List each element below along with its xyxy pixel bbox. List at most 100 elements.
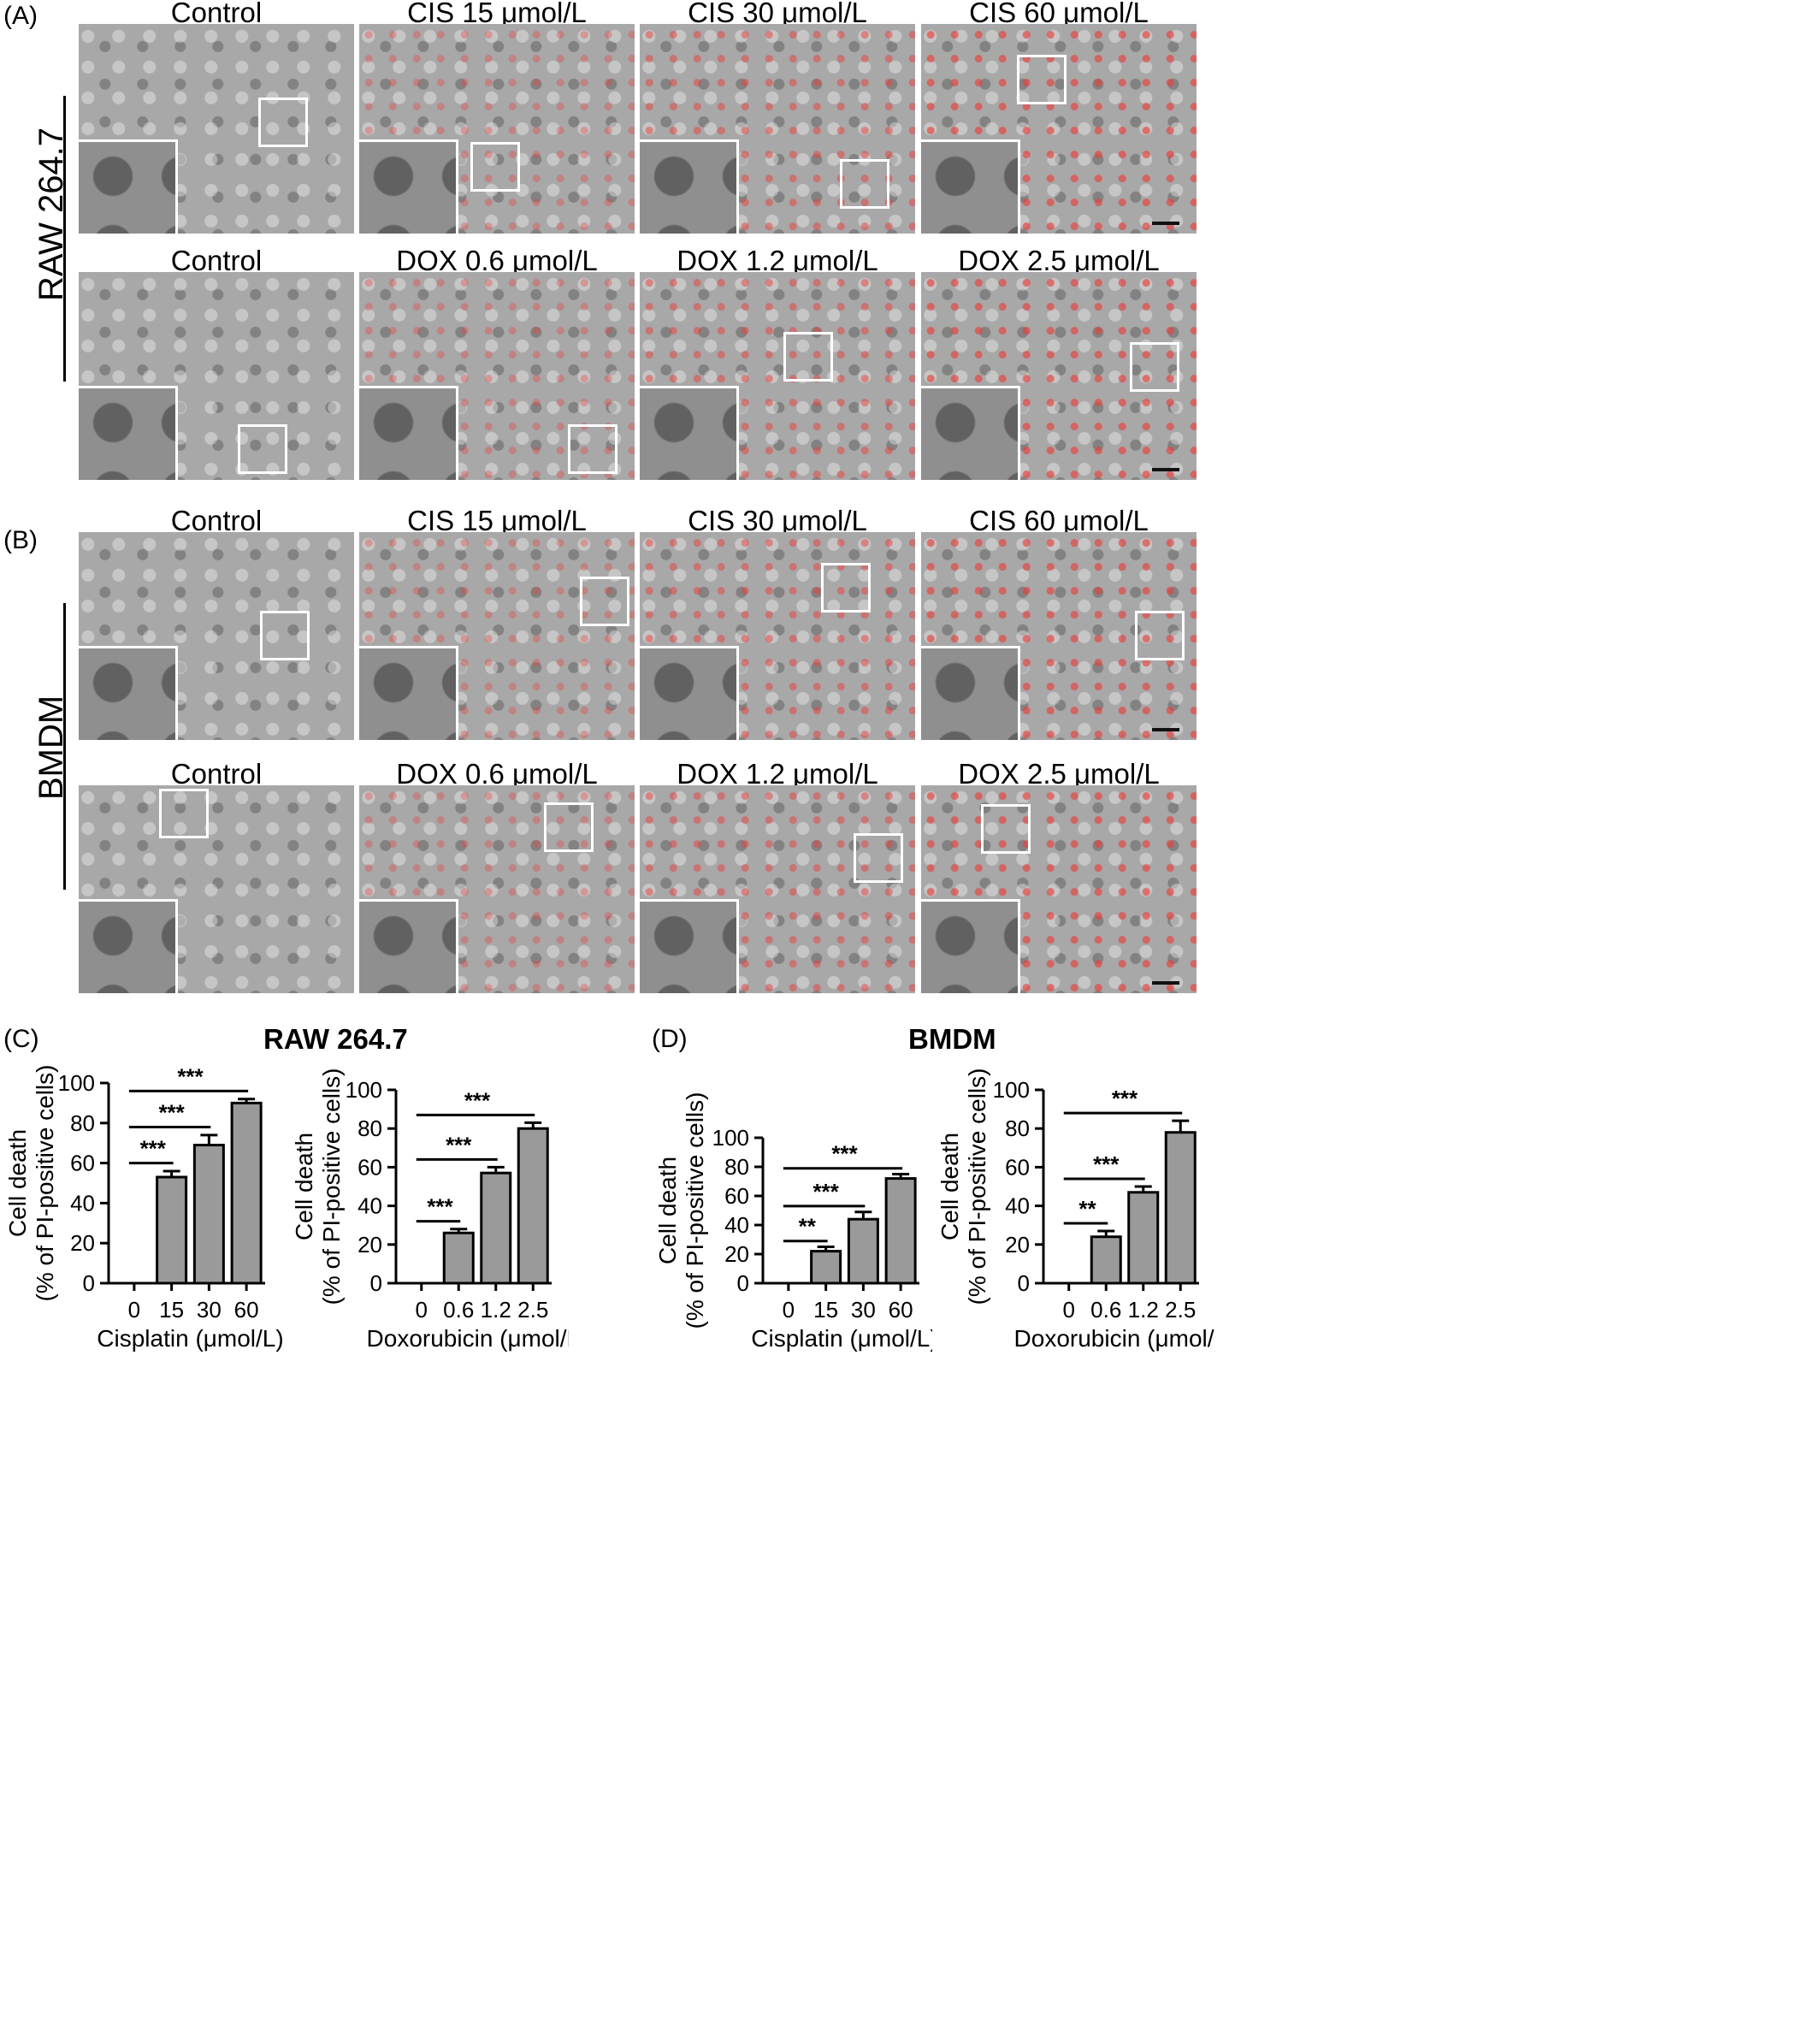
condition-title: DOX 2.5 μmol/L [958, 758, 1160, 790]
condition-title: DOX 2.5 μmol/L [958, 245, 1160, 276]
roi-box [1130, 342, 1179, 392]
roi-box [580, 577, 629, 626]
condition-title: CIS 15 μmol/L [407, 0, 587, 28]
bar [230, 1101, 263, 1285]
panel-d-title: BMDM [908, 1023, 996, 1055]
bar [480, 1171, 512, 1285]
condition-title: CIS 15 μmol/L [407, 505, 587, 536]
cell-line-bracket-a [63, 96, 66, 382]
zoom-inset [79, 139, 178, 234]
x-tick-label: 15 [813, 1297, 838, 1323]
x-tick-label: 0.6 [1090, 1297, 1121, 1323]
condition-title: Control [170, 245, 263, 276]
bar [1090, 1235, 1122, 1285]
y-tick-label: 100 [712, 1125, 749, 1151]
significance-label: *** [158, 1099, 185, 1125]
y-tick-label: 20 [70, 1230, 95, 1256]
micrograph-image [921, 24, 1197, 234]
y-axis-label: (% of PI-positive cells) [964, 1068, 990, 1305]
micrograph-image [921, 532, 1197, 740]
x-axis-label: Doxorubicin (μmol/L) [1014, 1325, 1214, 1352]
cell-line-label-b: BMDM [32, 695, 70, 800]
micrograph-image [359, 272, 635, 480]
zoom-inset [640, 646, 739, 740]
significance-label: *** [427, 1194, 453, 1220]
y-tick-label: 60 [724, 1183, 749, 1209]
x-tick-label: 2.5 [517, 1297, 548, 1323]
micrograph-image [79, 272, 354, 480]
micrograph-image [79, 532, 354, 740]
roi-box [854, 833, 903, 883]
y-tick-label: 20 [358, 1232, 382, 1258]
zoom-inset [640, 139, 739, 234]
roi-box [470, 142, 520, 192]
x-tick-label: 30 [197, 1297, 222, 1323]
y-axis-label: Cell death [291, 1133, 317, 1240]
bar-chart-raw-cisplatin: 0 20 40 60 80 100 0 15 30 60 *** *** *** Cisplatin (μ… [4, 1063, 284, 1352]
y-tick-label: 20 [724, 1241, 749, 1267]
significance-label: *** [464, 1087, 491, 1113]
x-tick-label: 30 [851, 1297, 876, 1323]
micrograph-image [640, 785, 915, 993]
x-tick-label: 0 [416, 1297, 428, 1323]
panel-letter-a: (A) [3, 2, 38, 30]
micrograph-image [79, 24, 354, 234]
roi-box [238, 424, 287, 474]
y-tick-label: 100 [346, 1077, 382, 1103]
zoom-inset [921, 386, 1020, 480]
zoom-inset [921, 139, 1020, 234]
x-axis-label: Doxorubicin (μmol/L) [367, 1325, 569, 1352]
bar [517, 1127, 549, 1285]
micrograph-image [359, 532, 635, 740]
significance-label: ** [1078, 1196, 1096, 1222]
zoom-inset [359, 899, 458, 993]
x-tick-label: 2.5 [1165, 1297, 1196, 1323]
bar-chart-raw-doxorubicin: 0 20 40 60 80 100 0 0.6 1.2 2.5 *** *** *** Doxorubic… [291, 1068, 569, 1352]
significance-label: *** [446, 1132, 472, 1157]
significance-label: *** [177, 1063, 204, 1089]
micrograph-image [79, 785, 354, 993]
y-axis-label: Cell death [4, 1129, 31, 1237]
y-tick-label: 80 [358, 1116, 382, 1141]
roi-box [568, 424, 618, 474]
micrograph-image [640, 532, 915, 740]
y-axis-label: (% of PI-positive cells) [682, 1092, 708, 1329]
condition-title: DOX 0.6 μmol/L [396, 245, 598, 276]
zoom-inset [640, 899, 739, 993]
micrograph-image [640, 24, 915, 234]
y-axis-label: Cell death [654, 1157, 681, 1264]
bar [156, 1175, 188, 1285]
panel-letter-b: (B) [3, 526, 38, 554]
y-tick-label: 40 [70, 1190, 95, 1216]
y-tick-label: 0 [1018, 1270, 1030, 1296]
roi-box [981, 804, 1031, 854]
micrograph-image [359, 785, 635, 993]
bar [1127, 1191, 1160, 1285]
bar [1164, 1131, 1197, 1285]
y-axis-label: (% of PI-positive cells) [32, 1065, 58, 1302]
panel-letter-c: (C) [3, 1025, 39, 1053]
x-tick-label: 60 [889, 1297, 913, 1323]
roi-box [1017, 55, 1067, 104]
y-tick-label: 80 [70, 1110, 95, 1136]
roi-box [840, 159, 889, 209]
significance-label: *** [1112, 1086, 1138, 1111]
roi-box [821, 563, 871, 613]
significance-label: *** [831, 1141, 858, 1167]
scale-bar [1152, 468, 1179, 471]
panel-letter-d: (D) [652, 1025, 688, 1053]
x-tick-label: 0.6 [443, 1297, 474, 1323]
cell-line-label-a: RAW 264.7 [32, 127, 70, 301]
condition-title: Control [170, 758, 263, 790]
bar [442, 1231, 475, 1285]
zoom-inset [79, 899, 178, 993]
significance-label: *** [140, 1136, 167, 1162]
x-tick-label: 60 [234, 1297, 259, 1323]
x-axis-label: Cisplatin (μmol/L) [97, 1325, 283, 1352]
condition-title: CIS 60 μmol/L [969, 0, 1149, 28]
y-tick-label: 60 [70, 1151, 95, 1176]
condition-title: CIS 60 μmol/L [969, 505, 1149, 536]
significance-label: *** [812, 1179, 839, 1204]
bar [884, 1177, 917, 1285]
